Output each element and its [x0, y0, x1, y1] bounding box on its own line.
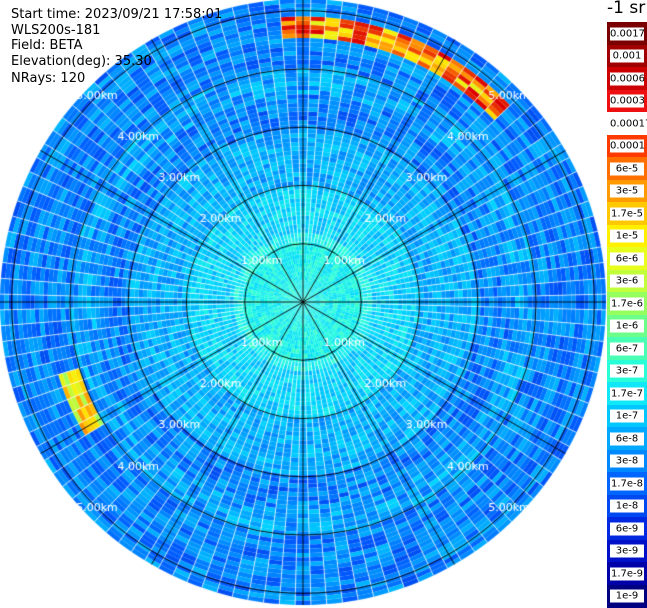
colorbar-cell: 1e-9 [607, 584, 647, 608]
colorbar-tick-label: 1e-8 [610, 499, 644, 513]
colorbar-tick-label: 1.7e-9 [610, 567, 644, 580]
colorbar: 0.0017 0.001 0.0006 0.0003 0.00017 0.0001 6e-5… [607, 22, 647, 608]
colorbar-cell: 1e-8 [607, 494, 647, 518]
colorbar-cell: 3e-6 [607, 269, 647, 293]
colorbar-cell: 3e-7 [607, 359, 647, 383]
colorbar-tick-label: 1e-9 [610, 589, 644, 603]
colorbar-cell: 3e-9 [607, 539, 647, 563]
colorbar-cell: 6e-8 [607, 427, 647, 450]
colorbar-cell: 6e-9 [607, 517, 647, 540]
colorbar-tick-label: 3e-5 [610, 184, 644, 198]
colorbar-tick-label: 3e-6 [610, 274, 644, 288]
colorbar-tick-label: 6e-6 [610, 252, 644, 265]
colorbar-tick-label: 0.0003 [610, 94, 645, 108]
colorbar-cell: 0.0017 [607, 22, 647, 45]
colorbar-tick-label: 0.00017 [610, 117, 647, 130]
nrays: NRays: 120 [11, 71, 86, 86]
colorbar-tick-label: 3e-7 [610, 364, 644, 378]
colorbar-tick-label: 1e-5 [610, 229, 644, 243]
colorbar-cell: 1.7e-8 [607, 472, 647, 495]
colorbar-tick-label: 3e-9 [610, 544, 644, 558]
colorbar-cell: 1.7e-7 [607, 382, 647, 405]
colorbar-tick-label: 1.7e-6 [610, 297, 644, 310]
colorbar-tick-label: 0.001 [610, 49, 644, 63]
colorbar-tick-label: 6e-9 [610, 522, 644, 535]
colorbar-tick-label: 1.7e-8 [610, 477, 644, 490]
colorbar-cell: 1.7e-5 [607, 202, 647, 225]
colorbar-tick-label: 1e-7 [610, 409, 644, 423]
colorbar-cell: 1e-5 [607, 224, 647, 248]
colorbar-tick-label: 0.0006 [610, 72, 645, 85]
colorbar-tick-label: 0.0017 [610, 27, 645, 40]
instrument: WLS200s-181 [11, 23, 101, 38]
colorbar-tick-label: 1e-6 [610, 319, 644, 333]
colorbar-cell: 6e-7 [607, 337, 647, 360]
colorbar-cell: 1.7e-6 [607, 292, 647, 315]
ppi-plot [0, 0, 607, 607]
colorbar-cell: 3e-5 [607, 179, 647, 203]
colorbar-tick-label: 6e-5 [610, 162, 644, 175]
start-time: Start time: 2023/09/21 17:58:01 [11, 7, 223, 22]
colorbar-cell: 3e-8 [607, 449, 647, 473]
colorbar-cell: 0.0003 [607, 89, 647, 113]
field-name: Field: BETA [11, 38, 83, 53]
colorbar-cell: 1.7e-9 [607, 562, 647, 585]
colorbar-cell: 0.00017 [607, 112, 647, 135]
colorbar-cell: 1e-7 [607, 404, 647, 428]
colorbar-tick-label: 1.7e-5 [610, 207, 644, 220]
colorbar-cell: 0.001 [607, 44, 647, 68]
colorbar-units: -1 sr [607, 0, 646, 18]
colorbar-cell: 6e-5 [607, 157, 647, 180]
colorbar-tick-label: 6e-7 [610, 342, 644, 355]
colorbar-cell: 0.0006 [607, 67, 647, 90]
colorbar-tick-label: 6e-8 [610, 432, 644, 445]
elevation: Elevation(deg): 35.30 [11, 54, 152, 69]
colorbar-cell: 0.0001 [607, 134, 647, 158]
colorbar-cell: 6e-6 [607, 247, 647, 270]
colorbar-cell: 1e-6 [607, 314, 647, 338]
colorbar-tick-label: 1.7e-7 [610, 387, 644, 400]
colorbar-tick-label: 0.0001 [610, 139, 645, 153]
colorbar-tick-label: 3e-8 [610, 454, 644, 468]
